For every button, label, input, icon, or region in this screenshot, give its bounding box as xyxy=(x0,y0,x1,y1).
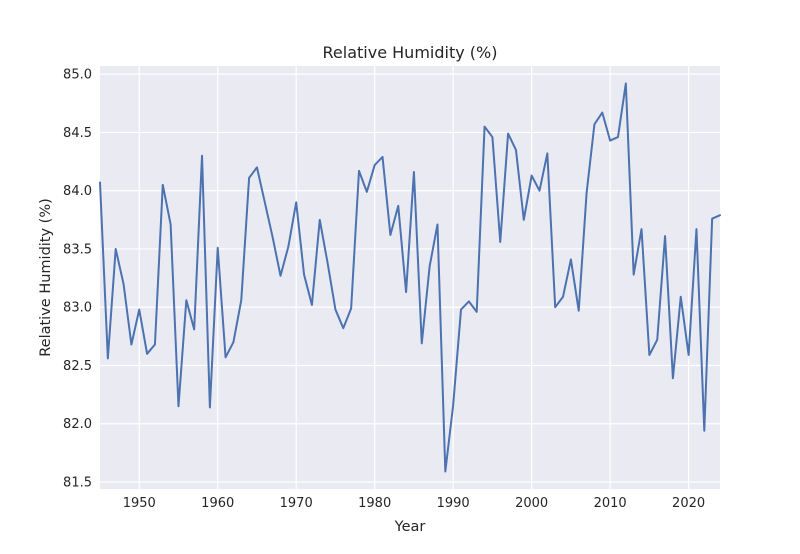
x-tick-label: 1950 xyxy=(123,496,156,511)
series-group xyxy=(99,82,721,473)
grid-lines xyxy=(100,66,720,489)
y-axis-ticks: 81.5 82.0 82.5 83.0 83.5 84.0 84.5 85.0 xyxy=(63,68,92,491)
x-tick-label: 1980 xyxy=(358,496,391,511)
x-tick-label: 2020 xyxy=(672,496,705,511)
x-tick-label: 1970 xyxy=(280,496,313,511)
chart-title: Relative Humidity (%) xyxy=(323,43,498,62)
y-tick-label: 81.5 xyxy=(63,476,92,491)
y-tick-label: 83.5 xyxy=(63,242,92,257)
y-tick-label: 83.0 xyxy=(63,301,92,316)
x-axis-ticks: 1950 1960 1970 1980 1990 2000 2010 2020 xyxy=(123,496,705,511)
x-tick-label: 1990 xyxy=(437,496,470,511)
y-tick-label: 85.0 xyxy=(63,68,92,83)
x-tick-label: 1960 xyxy=(201,496,234,511)
plot-background xyxy=(100,66,720,489)
x-tick-label: 2010 xyxy=(594,496,627,511)
x-tick-label: 2000 xyxy=(515,496,548,511)
y-tick-label: 82.5 xyxy=(63,359,92,374)
series-line xyxy=(99,82,721,473)
x-axis-label: Year xyxy=(394,519,426,535)
y-tick-label: 84.5 xyxy=(63,126,92,141)
y-tick-label: 82.0 xyxy=(63,417,92,432)
y-axis-label: Relative Humidity (%) xyxy=(38,198,54,357)
y-tick-label: 84.0 xyxy=(63,184,92,199)
